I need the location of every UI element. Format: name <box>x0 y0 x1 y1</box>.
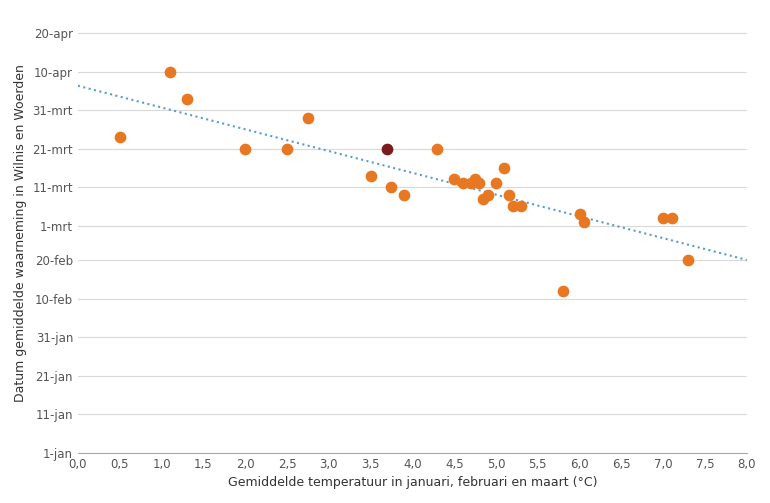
Point <box>364 172 377 180</box>
Point <box>473 179 485 187</box>
Point <box>657 214 669 222</box>
Point <box>469 176 481 184</box>
Y-axis label: Datum gemiddelde waarneming in Wilnis en Woerden: Datum gemiddelde waarneming in Wilnis en… <box>14 64 27 402</box>
Point <box>515 202 527 210</box>
Point <box>164 67 176 75</box>
Point <box>574 210 586 218</box>
Point <box>665 214 678 222</box>
Point <box>239 144 251 152</box>
Point <box>578 218 590 226</box>
Point <box>381 144 393 152</box>
Point <box>281 144 293 152</box>
Point <box>490 179 502 187</box>
Point <box>114 133 126 141</box>
Point <box>385 183 397 191</box>
Point <box>498 164 511 172</box>
Point <box>398 191 410 199</box>
Point <box>302 114 314 122</box>
Point <box>557 287 569 295</box>
Point <box>465 179 477 187</box>
Point <box>502 191 514 199</box>
Point <box>507 202 519 210</box>
Point <box>481 191 494 199</box>
Point <box>448 176 460 184</box>
X-axis label: Gemiddelde temperatuur in januari, februari en maart (°C): Gemiddelde temperatuur in januari, febru… <box>228 476 598 489</box>
Point <box>682 256 695 264</box>
Point <box>180 95 192 103</box>
Point <box>457 179 469 187</box>
Point <box>477 195 490 203</box>
Point <box>431 144 444 152</box>
